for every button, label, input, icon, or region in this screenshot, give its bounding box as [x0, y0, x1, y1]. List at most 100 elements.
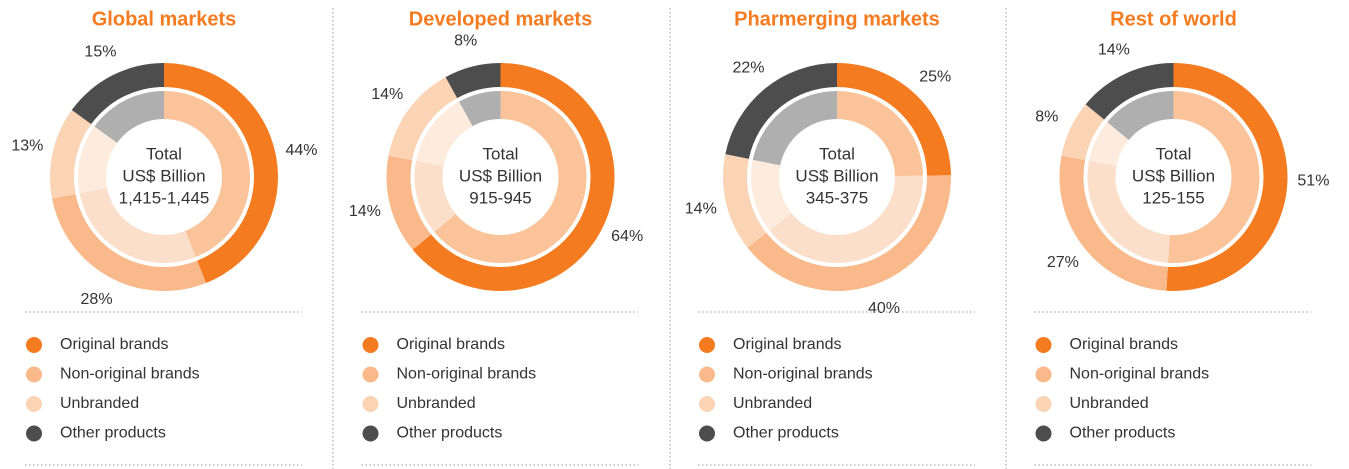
inner-segment [164, 91, 250, 257]
inner-segment [416, 101, 473, 167]
center-text: 345-375 [806, 188, 868, 207]
donut-segment [52, 193, 206, 291]
center-text: 915-945 [469, 188, 531, 207]
donut-segment [722, 154, 767, 248]
data-label: 27% [1047, 254, 1079, 271]
legend-swatch [699, 366, 715, 383]
data-label: 40% [868, 300, 900, 317]
legend-swatch [26, 425, 42, 442]
center-text: 1,415-1,445 [119, 188, 210, 207]
donut-segment [1059, 155, 1168, 291]
inner-segment [1168, 91, 1260, 263]
legend-label: Other products [60, 425, 166, 442]
donut-segment [50, 109, 92, 199]
legend-label: Original brands [60, 336, 169, 353]
separators [332, 8, 1007, 469]
donut-segment [388, 77, 458, 161]
legend-label: Other products [1070, 425, 1176, 442]
center-text: US$ Billion [459, 166, 542, 185]
data-label: 51% [1297, 173, 1329, 190]
legend-swatch [1035, 337, 1052, 353]
inner-segment [1087, 160, 1170, 263]
donut-segment [1085, 63, 1174, 120]
donut-segment [1166, 63, 1288, 291]
legend-swatch [26, 337, 42, 353]
donut-segment [412, 63, 615, 291]
inner-segment [769, 175, 924, 264]
inner-segment [752, 91, 837, 166]
donut-hole [443, 120, 558, 234]
legend-swatch [26, 366, 42, 383]
legend-label: Unbranded [397, 395, 476, 412]
legend-label: Unbranded [733, 395, 812, 412]
center-text: 125-155 [1142, 188, 1204, 207]
inner-segment [434, 91, 587, 264]
data-label: 14% [371, 86, 403, 103]
donut-hole [780, 120, 894, 234]
legend-swatch [26, 396, 42, 412]
legend-swatch [1035, 425, 1052, 442]
center-text: Total [819, 144, 855, 163]
data-label: 64% [611, 228, 643, 245]
legend-label: Non-original brands [397, 366, 537, 383]
data-label: 8% [454, 33, 477, 50]
center-text: US$ Billion [795, 166, 878, 185]
legend-label: Original brands [397, 336, 506, 353]
legend-swatch [1035, 366, 1052, 383]
chart-title: Rest of world [1110, 8, 1237, 30]
inner-segment [414, 160, 456, 232]
data-label: 14% [349, 203, 381, 220]
chart-title: Pharmerging markets [734, 8, 940, 30]
inner-segment [459, 91, 501, 127]
legend-swatch [699, 425, 715, 442]
inner-segment [78, 126, 118, 194]
inner-segment [1089, 122, 1129, 167]
center-text: US$ Billion [122, 166, 205, 185]
chart-title: Developed markets [409, 8, 592, 30]
legend-label: Unbranded [60, 395, 139, 412]
inner-segment [1107, 91, 1174, 141]
legend-swatch [699, 396, 715, 412]
donut-segment [386, 155, 432, 250]
legend-label: Original brands [733, 336, 842, 353]
inner-segment [751, 159, 792, 231]
legend-label: Unbranded [1070, 395, 1149, 412]
data-label: 13% [11, 138, 43, 155]
data-label: 15% [84, 43, 116, 60]
data-label: 14% [1098, 42, 1130, 59]
inner-segment [837, 91, 923, 177]
center-text: Total [483, 144, 519, 163]
donut-hole [107, 120, 221, 234]
donut-hole [1116, 120, 1231, 234]
donut-segment [164, 63, 278, 283]
legend-swatch [699, 337, 715, 353]
legend-swatch [362, 396, 379, 412]
center-text: Total [146, 144, 182, 163]
legend-label: Other products [733, 425, 839, 442]
data-label: 22% [732, 60, 764, 77]
legend-label: Other products [397, 425, 503, 442]
center-text: Total [1156, 144, 1192, 163]
donut-segment [837, 63, 951, 176]
legend-swatch [362, 366, 379, 383]
donut-segment [725, 63, 837, 159]
legend-swatch [1035, 396, 1052, 412]
legend-label: Non-original brands [1070, 366, 1210, 383]
legend-swatch [362, 337, 379, 353]
inner-segment [94, 91, 164, 143]
data-label: 25% [919, 68, 951, 85]
legend-label: Non-original brands [60, 366, 200, 383]
legend-swatch [362, 425, 379, 442]
donut-segment [747, 175, 951, 292]
data-label: 44% [286, 142, 318, 159]
chart-title: Global markets [92, 8, 237, 30]
data-label: 14% [685, 201, 717, 218]
data-label: 8% [1035, 109, 1058, 126]
donut-segment [1061, 104, 1105, 161]
legend-label: Original brands [1070, 336, 1179, 353]
legend-label: Non-original brands [733, 366, 873, 383]
inner-segment [79, 187, 196, 263]
donut-segment [71, 63, 164, 125]
center-text: US$ Billion [1132, 166, 1215, 185]
